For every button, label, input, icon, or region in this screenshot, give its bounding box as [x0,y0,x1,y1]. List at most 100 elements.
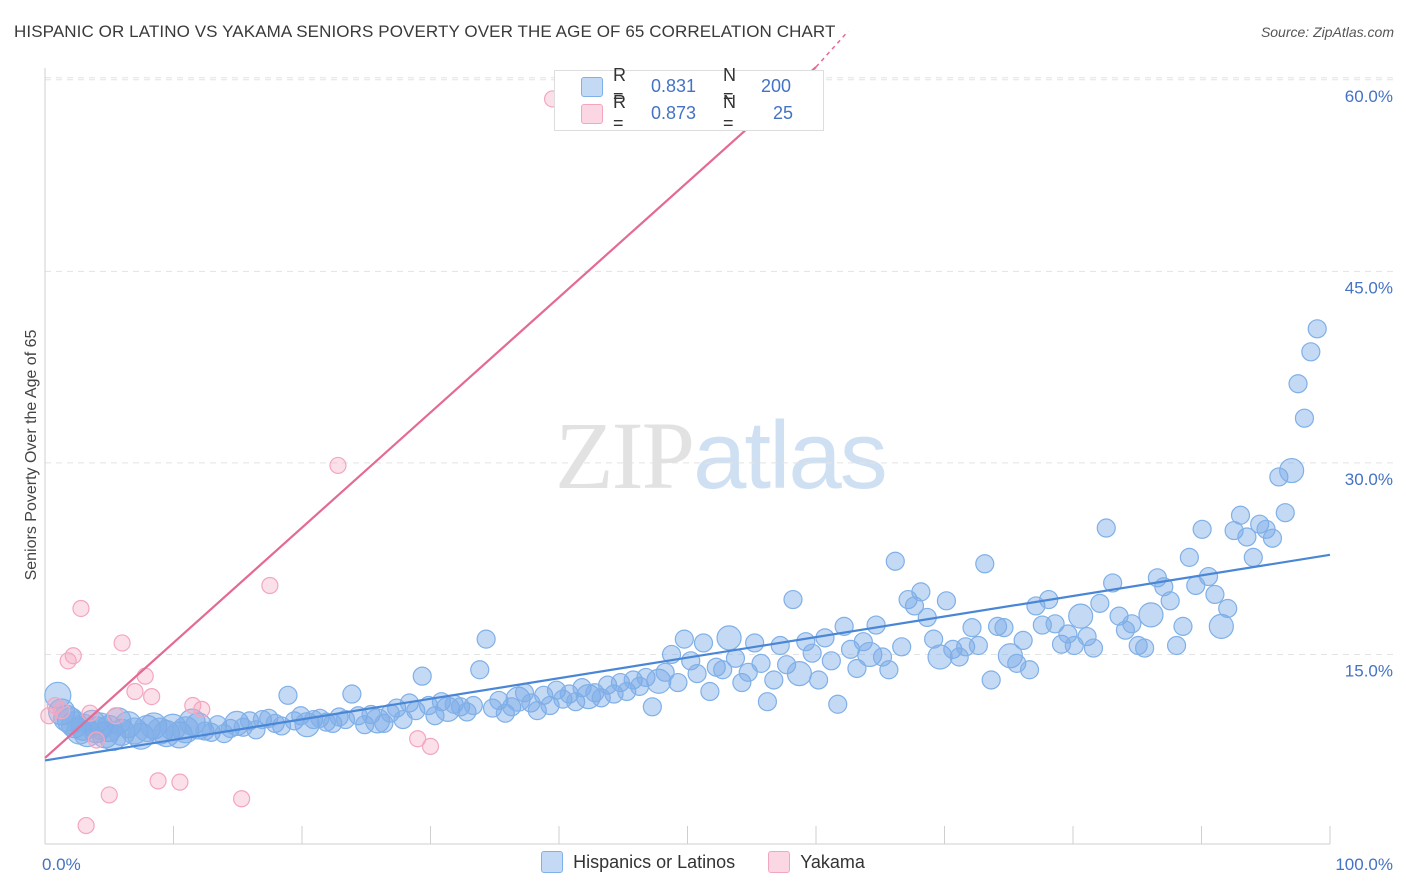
data-point-hispanics [1135,638,1155,658]
data-point-yakama [113,634,131,652]
data-point-hispanics [655,662,675,682]
data-point-hispanics [278,685,298,705]
data-point-hispanics [802,643,822,663]
data-point-hispanics [866,615,886,635]
watermark-zip: ZIP [555,402,695,509]
data-point-yakama [184,696,202,715]
series-yakama-points [40,90,562,835]
data-point-yakama [421,737,440,755]
data-point-hispanics [1208,613,1234,639]
legend-swatch-pink [581,104,603,124]
data-point-hispanics [1294,408,1315,428]
data-point-yakama [100,786,118,804]
data-point-hispanics [1103,573,1123,593]
r-label: R = [613,65,626,106]
data-point-hispanics [687,664,707,684]
data-point-yakama [149,772,167,790]
data-point-yakama [233,790,251,808]
data-point-hispanics [927,644,953,670]
data-point-hispanics [1205,584,1225,605]
data-point-hispanics [316,712,336,732]
x-tick-label: 0.0% [42,855,81,874]
data-point-yakama [126,682,144,701]
data-point-hispanics [987,616,1008,636]
data-point-hispanics [1179,547,1199,567]
data-point-yakama [87,731,106,749]
data-point-hispanics [1192,519,1212,539]
data-point-hispanics [770,635,790,656]
data-point-hispanics [693,633,714,653]
data-point-hispanics [857,641,883,668]
data-point-hispanics [815,628,835,648]
data-point-hispanics [1096,518,1116,538]
legend-swatch-blue [581,77,603,97]
data-point-hispanics [1077,626,1097,647]
data-point-hispanics [821,651,841,671]
data-point-hispanics [1083,638,1104,658]
data-point-yakama [136,667,154,685]
data-point-hispanics [911,582,931,602]
trend-line-yakama [44,66,817,759]
data-point-hispanics [335,709,356,730]
data-point-hispanics [716,625,742,651]
y-tick-label: 60.0% [1345,87,1393,106]
data-point-hispanics [764,670,784,690]
data-point-hispanics [732,672,752,693]
data-point-hispanics [566,692,586,712]
data-point-hispanics [713,660,733,680]
data-point-yakama [40,707,58,725]
data-point-yakama [409,730,427,748]
data-point-hispanics [463,695,483,716]
data-point-hispanics [1218,598,1238,619]
data-point-hispanics [892,637,912,657]
data-point-hispanics [342,684,362,704]
data-point-hispanics [1045,614,1065,634]
data-point-hispanics [783,589,803,610]
data-point-hispanics [1288,374,1308,394]
n-value: 200 [761,75,792,96]
data-point-hispanics [808,670,829,690]
watermark: ZIPatlas [555,400,888,511]
legend-item-yakama[interactable]: Yakama [768,851,865,873]
data-point-hispanics [1237,527,1257,547]
n-label: N = [723,92,736,133]
data-point-hispanics [1122,614,1142,634]
data-point-hispanics [1198,566,1219,587]
y-tick-label: 30.0% [1345,470,1393,489]
data-point-hispanics [412,666,432,686]
bottom-legend: Hispanics or Latinos Yakama [0,851,1406,878]
data-point-hispanics [1275,503,1295,523]
data-point-yakama [261,576,279,595]
data-point-hispanics [981,670,1001,690]
data-point-yakama [171,773,189,791]
data-point-hispanics [847,658,867,679]
data-point-hispanics [1301,342,1321,362]
data-point-hispanics [476,629,496,649]
y-tick-label: 45.0% [1345,278,1393,297]
data-point-hispanics [1243,547,1263,567]
tick-labels: 15.0% 30.0% 45.0% 60.0% 0.0% 100.0% [42,87,1393,874]
data-point-hispanics [994,618,1014,638]
data-point-hispanics [757,692,778,712]
data-point-hispanics [968,635,988,656]
data-point-yakama [81,704,99,722]
y-axis-label: Seniors Poverty Over the Age of 65 [23,330,40,581]
grid-lines [45,77,1395,655]
legend-label-yakama: Yakama [800,851,865,872]
data-point-hispanics [1279,457,1305,484]
data-point-hispanics [642,697,662,717]
data-point-yakama [193,700,211,718]
data-point-hispanics [1058,624,1078,644]
trend-line-yakama-extension [815,30,849,68]
data-point-hispanics [482,698,503,718]
data-point-hispanics [1262,528,1283,548]
y-tick-label: 15.0% [1345,661,1393,680]
data-point-hispanics [853,632,873,652]
data-point-hispanics [975,554,995,574]
source-label: Source: ZipAtlas.com [1260,24,1394,40]
chart-title: HISPANIC OR LATINO VS YAKAMA SENIORS POV… [14,22,836,41]
data-point-hispanics [1230,505,1251,525]
data-point-hispanics [904,596,925,616]
legend-item-hispanics[interactable]: Hispanics or Latinos [541,851,735,873]
